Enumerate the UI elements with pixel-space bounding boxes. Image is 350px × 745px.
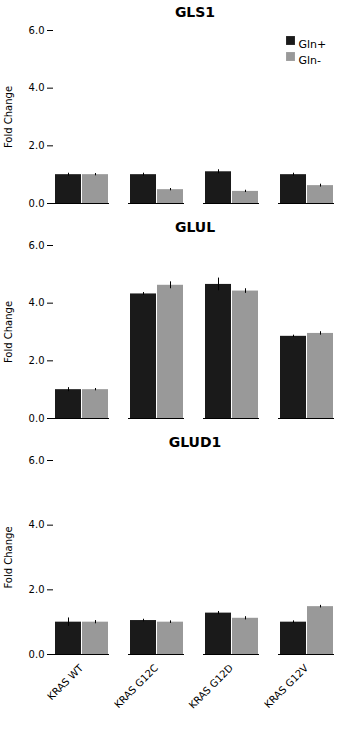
svg-text:4.0: 4.0 <box>29 297 45 308</box>
svg-text:0.0: 0.0 <box>29 413 45 424</box>
html-text:GLS1: GLS1 <box>174 4 216 20</box>
svg-text:2.0: 2.0 <box>29 584 45 595</box>
svg-text:Fold Change: Fold Change <box>3 86 14 148</box>
svg-text:0.0: 0.0 <box>29 198 45 209</box>
svg-text:4.0: 4.0 <box>29 519 45 530</box>
html-text:GLUL: GLUL <box>174 219 216 235</box>
html-text:GLUD1: GLUD1 <box>168 434 222 450</box>
svg-text:KRAS G12C: KRAS G12C <box>112 662 160 710</box>
svg-text:6.0: 6.0 <box>29 455 45 466</box>
svg-text:KRAS WT: KRAS WT <box>45 662 86 703</box>
svg-text:Fold Change: Fold Change <box>3 301 14 363</box>
svg-text:Fold Change: Fold Change <box>3 526 14 588</box>
svg-text:Gln-: Gln- <box>299 54 322 67</box>
svg-text:Gln+: Gln+ <box>299 38 327 51</box>
svg-text:6.0: 6.0 <box>29 240 45 251</box>
svg-text:4.0: 4.0 <box>29 82 45 93</box>
svg-text:2.0: 2.0 <box>29 140 45 151</box>
svg-text:KRAS G12V: KRAS G12V <box>262 662 310 710</box>
svg-text:6.0: 6.0 <box>29 25 45 36</box>
svg-text:0.0: 0.0 <box>29 649 45 660</box>
svg-text:KRAS G12D: KRAS G12D <box>187 662 236 711</box>
svg-text:2.0: 2.0 <box>29 355 45 366</box>
